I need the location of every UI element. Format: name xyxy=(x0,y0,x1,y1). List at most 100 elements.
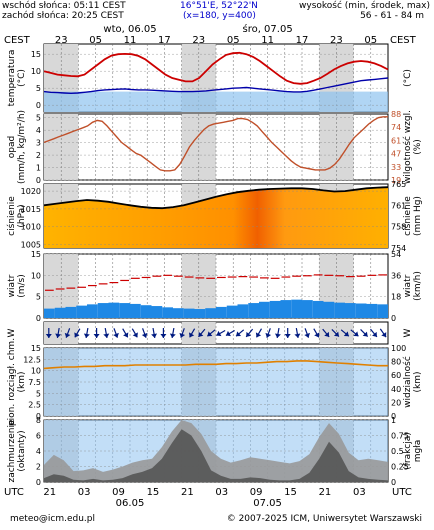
wind-arrow-head xyxy=(274,333,281,338)
bottom-hour-label: 03 xyxy=(78,487,91,498)
ytick-right-label: 0 xyxy=(391,412,396,421)
wind-arrow xyxy=(255,328,263,338)
panel-ylabel-right: (frakcja) xyxy=(403,432,413,470)
wind-bar xyxy=(151,306,163,318)
ytick-label: 10 xyxy=(31,271,41,280)
wind-arrow xyxy=(206,329,216,337)
wind-arrow-head xyxy=(265,332,272,338)
ytick-right-label: 1 xyxy=(391,416,396,425)
panel-ylabel-right: (mm Hg) xyxy=(413,196,423,236)
panel-ylabel-right: wiatr xyxy=(403,274,413,297)
wind-arrow-head xyxy=(284,334,291,338)
wind-arrow-head xyxy=(141,332,148,338)
wind-bar xyxy=(377,304,388,318)
dew-line xyxy=(43,77,389,95)
ytick-right-label: 0.25 xyxy=(391,463,409,472)
wind-arrow-head xyxy=(179,332,186,338)
wind-bar xyxy=(87,304,98,318)
wind-arrow xyxy=(103,327,110,339)
dew-band xyxy=(44,91,388,112)
wind-bar xyxy=(366,303,378,318)
wind-arrow xyxy=(379,328,387,338)
wind-arrow-head xyxy=(45,334,52,338)
ytick-label: 12.5 xyxy=(23,355,41,364)
wind-bar xyxy=(108,302,120,318)
wind-bar xyxy=(173,308,184,318)
bottom-hour-label: 21 xyxy=(319,487,332,498)
ytick-right-label: 0.5 xyxy=(391,447,404,456)
bottom-hour-label: 09 xyxy=(112,487,125,498)
ytick-label: 1010 xyxy=(21,223,41,232)
height-label: wysokość (min, środek, max) xyxy=(299,1,430,11)
wind-arrow-head xyxy=(362,331,368,337)
pressure-line xyxy=(43,186,389,210)
ytick-label: 3 xyxy=(36,139,41,148)
wind-arrow-head xyxy=(83,333,90,338)
ytick-label: 4 xyxy=(36,447,41,456)
panel-ylabel: (oktanty) xyxy=(17,430,27,471)
bottom-hour-label: 15 xyxy=(147,487,160,498)
bottom-hour-label: 03 xyxy=(215,487,228,498)
panel-ylabel: (°C) xyxy=(17,69,27,87)
wind-bar xyxy=(345,303,356,318)
wind-arrow-head xyxy=(169,333,176,338)
panel-ylabel-right: mgła xyxy=(413,440,423,463)
wind-arrow-head xyxy=(64,332,71,338)
top-hour-label: 05 xyxy=(89,35,102,46)
wind-arrow xyxy=(216,329,226,337)
ytick-right-label: 18 xyxy=(391,293,401,302)
wind-arrow xyxy=(225,329,235,337)
wind-arrow xyxy=(294,327,301,339)
ytick-right-label: 19 xyxy=(391,176,401,185)
ytick-label: 2.5 xyxy=(28,401,41,410)
wind-bar xyxy=(54,307,66,318)
wind-arrow-head xyxy=(198,331,204,337)
ytick-right-label: 61 xyxy=(391,136,401,145)
wind-arrow-head xyxy=(160,334,167,338)
wind-arrow xyxy=(245,328,254,338)
wind-bar xyxy=(119,303,130,318)
ytick-label: 0 xyxy=(36,176,41,185)
bottom-hour-label: 03 xyxy=(353,487,366,498)
ytick-label: 1005 xyxy=(21,240,41,249)
wind-arrow-head xyxy=(333,331,339,337)
wind-bar xyxy=(76,305,87,318)
ytick-right-label: 758 xyxy=(391,223,406,232)
top-day-label: wto, 06.05 xyxy=(103,24,156,35)
wind-arrow xyxy=(93,328,100,338)
top-hour-label: 23 xyxy=(192,35,205,46)
wind-arrow-head xyxy=(381,332,387,338)
panel-ylabel-right: (°C) xyxy=(403,69,413,87)
ytick-right-label: 36 xyxy=(391,271,401,280)
wind-arrow-head xyxy=(103,333,110,338)
bottom-hour-label: 15 xyxy=(284,487,297,498)
wind-bar xyxy=(65,306,77,318)
panel-ylabel: pion. rozciągł. chm. xyxy=(7,338,17,426)
panel-ylabel: (hPa) xyxy=(17,204,27,227)
ytick-label: 15 xyxy=(31,344,41,353)
ytick-label: 2 xyxy=(36,151,41,160)
sunrise-label: wschód słońca: 05:11 CEST xyxy=(2,1,126,11)
wind-bar xyxy=(237,304,249,318)
wind-arrow xyxy=(83,327,90,339)
wind-arrow-head xyxy=(216,330,222,337)
ytick-label: 1 xyxy=(36,164,41,173)
ytick-label: 0 xyxy=(36,478,41,487)
contact-email[interactable]: meteo@icm.edu.pl xyxy=(10,514,95,524)
ytick-label: 15 xyxy=(31,250,41,259)
ytick-right-label: 74 xyxy=(391,123,401,132)
bottom-hour-label: 21 xyxy=(181,487,194,498)
wind-arrow-head xyxy=(123,332,129,338)
panel-ylabel: temperatura xyxy=(7,50,17,107)
wind-arrow xyxy=(141,328,148,338)
ytick-label: 6 xyxy=(36,432,41,441)
ytick-right-label: 20 xyxy=(391,398,401,407)
wind-arrow-head xyxy=(132,332,138,338)
ytick-right-label: 80 xyxy=(391,358,401,367)
wind-arrow-head xyxy=(304,332,310,338)
ytick-right-label: 765 xyxy=(391,180,406,189)
ytick-right-label: 761 xyxy=(391,201,406,210)
bottom-day-label: 07.05 xyxy=(253,498,282,509)
wind-arrow xyxy=(322,328,330,338)
